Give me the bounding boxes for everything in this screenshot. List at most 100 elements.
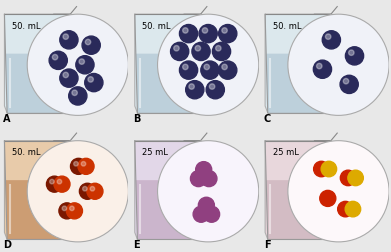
Circle shape: [66, 203, 83, 219]
Polygon shape: [265, 15, 331, 113]
Circle shape: [82, 37, 100, 55]
Circle shape: [60, 70, 78, 88]
Polygon shape: [4, 15, 70, 113]
Text: A: A: [3, 113, 11, 123]
Circle shape: [27, 15, 128, 116]
Circle shape: [79, 183, 95, 200]
Circle shape: [343, 79, 349, 85]
Circle shape: [193, 206, 209, 222]
Circle shape: [288, 141, 389, 242]
Circle shape: [212, 43, 231, 61]
Circle shape: [202, 28, 208, 34]
Circle shape: [50, 180, 54, 184]
Polygon shape: [5, 180, 69, 239]
Circle shape: [201, 171, 217, 187]
Polygon shape: [136, 54, 199, 113]
Circle shape: [215, 46, 221, 52]
Polygon shape: [135, 141, 201, 239]
Circle shape: [195, 46, 201, 52]
Circle shape: [90, 187, 95, 191]
Circle shape: [62, 206, 66, 211]
Text: 25 mL: 25 mL: [142, 147, 168, 156]
Circle shape: [345, 202, 361, 217]
Text: F: F: [264, 239, 271, 249]
Circle shape: [69, 87, 87, 106]
Text: B: B: [133, 113, 141, 123]
Circle shape: [47, 176, 63, 193]
Circle shape: [70, 159, 86, 175]
Circle shape: [83, 187, 87, 191]
Circle shape: [198, 198, 214, 213]
Circle shape: [322, 32, 341, 50]
Circle shape: [314, 162, 329, 177]
Circle shape: [325, 35, 331, 40]
Circle shape: [199, 25, 217, 44]
Polygon shape: [265, 141, 331, 239]
Circle shape: [340, 171, 356, 186]
Polygon shape: [5, 54, 69, 113]
Circle shape: [204, 65, 210, 70]
Circle shape: [183, 28, 188, 34]
Circle shape: [340, 76, 358, 94]
Circle shape: [183, 65, 188, 70]
Text: 50. mL: 50. mL: [273, 21, 301, 30]
Text: 50. mL: 50. mL: [12, 147, 41, 156]
Circle shape: [201, 62, 219, 80]
Circle shape: [338, 202, 353, 217]
Circle shape: [219, 62, 237, 80]
Circle shape: [63, 73, 68, 78]
Circle shape: [179, 25, 198, 44]
Circle shape: [76, 56, 94, 75]
Circle shape: [27, 141, 128, 242]
Circle shape: [158, 15, 259, 116]
Circle shape: [87, 183, 103, 200]
Circle shape: [209, 84, 215, 90]
Circle shape: [222, 28, 227, 34]
Circle shape: [85, 74, 103, 92]
Text: D: D: [3, 239, 11, 249]
Circle shape: [158, 141, 259, 242]
Circle shape: [81, 162, 86, 166]
Circle shape: [345, 48, 364, 66]
Circle shape: [174, 46, 179, 52]
Circle shape: [189, 84, 194, 90]
Circle shape: [54, 176, 70, 193]
Circle shape: [204, 206, 220, 222]
Circle shape: [219, 25, 237, 44]
Polygon shape: [4, 141, 70, 239]
Circle shape: [321, 162, 337, 177]
Circle shape: [74, 162, 78, 166]
Polygon shape: [136, 180, 199, 239]
Text: 50. mL: 50. mL: [142, 21, 171, 30]
Circle shape: [79, 60, 84, 65]
Circle shape: [49, 52, 67, 70]
Circle shape: [78, 159, 94, 175]
Text: E: E: [133, 239, 140, 249]
Circle shape: [196, 162, 212, 178]
Circle shape: [70, 206, 74, 211]
Circle shape: [222, 65, 227, 70]
Polygon shape: [266, 180, 330, 239]
Circle shape: [59, 203, 75, 219]
Circle shape: [186, 81, 204, 100]
Circle shape: [190, 171, 206, 187]
Text: 50. mL: 50. mL: [12, 21, 41, 30]
Circle shape: [206, 81, 224, 100]
Circle shape: [349, 51, 354, 56]
Circle shape: [288, 15, 389, 116]
Polygon shape: [135, 15, 201, 113]
Circle shape: [60, 32, 78, 50]
Text: 25 mL: 25 mL: [273, 147, 299, 156]
Circle shape: [72, 91, 77, 96]
Circle shape: [348, 171, 363, 186]
Circle shape: [57, 180, 62, 184]
Circle shape: [179, 62, 198, 80]
Circle shape: [320, 191, 336, 207]
Circle shape: [317, 64, 322, 70]
Circle shape: [192, 43, 210, 61]
Text: C: C: [264, 113, 271, 123]
Circle shape: [313, 61, 332, 79]
Circle shape: [63, 35, 68, 40]
Circle shape: [52, 55, 58, 61]
Circle shape: [85, 40, 91, 46]
